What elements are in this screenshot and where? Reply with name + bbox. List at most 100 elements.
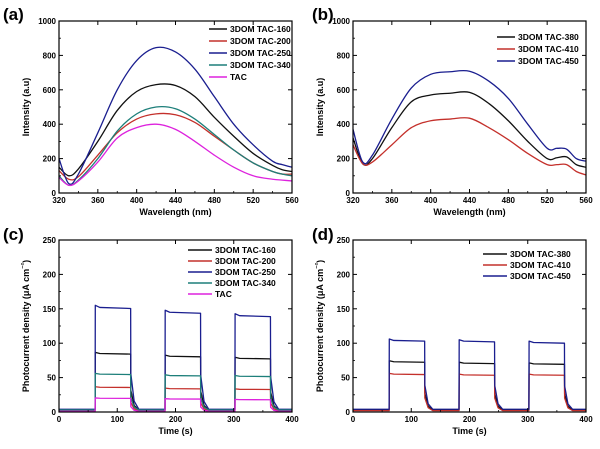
panel-a-legend: 3DOM TAC-160 3DOM TAC-200 3DOM TAC-250 3DOM… — [209, 24, 291, 82]
panel-c-ylabel: Photocurrent density (μA cm⁻²) — [21, 260, 31, 392]
panel-a-plot-area — [59, 46, 292, 187]
panel-b-ytick-label: 800 — [337, 51, 351, 60]
panel-b-series-3dom-tac-380 — [353, 91, 586, 168]
panel-b-ytick-label: 0 — [346, 189, 351, 198]
panel-c-series-3dom-tac-160 — [59, 351, 292, 411]
panel-d-legend-label: 3DOM TAC-410 — [510, 260, 571, 270]
panel-a-xtick-label: 400 — [130, 196, 144, 205]
panel-a-xlabel: Wavelength (nm) — [139, 207, 211, 217]
panel-a-xtick-label: 320 — [52, 196, 66, 205]
panel-a-legend-label: 3DOM TAC-200 — [230, 36, 291, 46]
panel-a-series-tac — [59, 123, 292, 187]
panel-b-xtick-label: 320 — [346, 196, 360, 205]
panel-c-ytick-label: 150 — [43, 305, 57, 314]
panel-c-xtick-label: 100 — [111, 415, 125, 424]
panel-b-legend-label: 3DOM TAC-380 — [518, 32, 579, 42]
panel-b-legend: 3DOM TAC-380 3DOM TAC-410 3DOM TAC-450 — [497, 32, 579, 66]
panel-b-xtick-label: 440 — [463, 196, 477, 205]
panel-c-legend-label: 3DOM TAC-250 — [215, 267, 276, 277]
panel-d-xtick-label: 0 — [351, 415, 356, 424]
panel-d-ytick-label: 50 — [341, 374, 350, 383]
panel-d-ylabel: Photocurrent density (μA cm⁻²) — [315, 260, 325, 392]
panel-a-ytick-label: 800 — [43, 51, 57, 60]
panel-b-ytick-label: 600 — [337, 86, 351, 95]
panel-d-ytick-label: 150 — [337, 305, 351, 314]
panel-a-ytick-label: 600 — [43, 86, 57, 95]
panel-c-ytick-label: 100 — [43, 339, 57, 348]
panel-b-ytick-label: 400 — [337, 120, 351, 129]
panel-a-legend-label: TAC — [230, 72, 247, 82]
panel-c-legend-label: 3DOM TAC-160 — [215, 245, 276, 255]
panel-a-xtick-label: 560 — [285, 196, 299, 205]
panel-b-ytick-label: 1000 — [332, 17, 350, 26]
panel-b-xtick-label: 400 — [424, 196, 438, 205]
panel-c-series-3dom-tac-340 — [59, 372, 292, 411]
panel-d: (d) 0 100 200 300 400 0 50 100 150 200 250 Time (s) P… — [312, 225, 593, 436]
panel-b-ytick-label: 200 — [337, 155, 351, 164]
panel-d-ytick-label: 250 — [337, 236, 351, 245]
panel-c-xtick-label: 400 — [285, 415, 299, 424]
panel-c-legend-label: 3DOM TAC-340 — [215, 278, 276, 288]
panel-c-ytick-label: 250 — [43, 236, 57, 245]
panel-a-legend-label: 3DOM TAC-160 — [230, 24, 291, 34]
panel-c-xtick-label: 300 — [227, 415, 241, 424]
panel-c-ytick-label: 200 — [43, 270, 57, 279]
panel-b-series-3dom-tac-450 — [353, 69, 586, 165]
panel-d-legend-label: 3DOM TAC-380 — [510, 249, 571, 259]
panel-d-ytick-label: 200 — [337, 270, 351, 279]
panel-c-label: (c) — [3, 225, 24, 244]
panel-d-legend-label: 3DOM TAC-450 — [510, 271, 571, 281]
panel-a-xtick-label: 360 — [91, 196, 105, 205]
panel-b-ylabel: Intensity (a.u) — [315, 78, 325, 137]
panel-b: (b) 320 360 400 440 480 520 560 0 200 400 600 800 100… — [312, 5, 593, 217]
panel-d-plot-area — [353, 338, 586, 412]
panel-c-plot-area — [59, 304, 292, 412]
panel-d-ytick-label: 0 — [346, 408, 351, 417]
panel-b-legend-label: 3DOM TAC-450 — [518, 56, 579, 66]
panel-d-xtick-label: 400 — [579, 415, 593, 424]
panel-b-label: (b) — [312, 5, 334, 24]
panel-c-xtick-label: 200 — [169, 415, 183, 424]
panel-a-series-3dom-tac-340 — [59, 105, 292, 187]
panel-d-xtick-label: 300 — [521, 415, 535, 424]
panel-c-legend-label: 3DOM TAC-200 — [215, 256, 276, 266]
panel-a-label: (a) — [3, 5, 24, 24]
panel-d-xtick-label: 200 — [463, 415, 477, 424]
panel-a-ytick-label: 400 — [43, 120, 57, 129]
panel-b-xtick-label: 520 — [540, 196, 554, 205]
panel-d-label: (d) — [312, 225, 334, 244]
panel-a-xtick-label: 440 — [169, 196, 183, 205]
panel-d-xtick-label: 100 — [405, 415, 419, 424]
panel-c: (c) 0 100 200 300 400 0 50 100 150 200 250 Time (s) P… — [3, 225, 299, 436]
panel-c-ytick-label: 0 — [52, 408, 57, 417]
panel-c-legend-label: TAC — [215, 289, 232, 299]
panel-a-legend-label: 3DOM TAC-250 — [230, 48, 291, 58]
panel-a-ytick-label: 0 — [52, 189, 57, 198]
panel-b-xlabel: Wavelength (nm) — [433, 207, 505, 217]
panel-a-xtick-label: 480 — [208, 196, 222, 205]
panel-b-series-3dom-tac-410 — [353, 117, 586, 176]
panel-b-xtick-label: 480 — [502, 196, 516, 205]
panel-d-series-3dom-tac-380 — [353, 360, 586, 411]
panel-a-xtick-label: 520 — [246, 196, 260, 205]
panel-a-series-3dom-tac-160 — [59, 83, 292, 177]
panel-a: (a) 320 360 400 440 480 520 560 0 200 400 600 800 100… — [3, 5, 299, 217]
panel-d-series-3dom-tac-450 — [353, 338, 586, 410]
panel-c-series-3dom-tac-250 — [59, 304, 292, 410]
panel-c-xtick-label: 0 — [57, 415, 62, 424]
panel-a-ytick-label: 1000 — [38, 17, 56, 26]
panel-a-legend-label: 3DOM TAC-340 — [230, 60, 291, 70]
panel-c-ytick-label: 50 — [47, 374, 56, 383]
panel-c-series-tac — [59, 397, 292, 412]
panel-c-xlabel: Time (s) — [158, 426, 192, 436]
panel-d-series-3dom-tac-410 — [353, 372, 586, 412]
panel-b-plot-area — [353, 69, 586, 176]
panel-d-ytick-label: 100 — [337, 339, 351, 348]
panel-a-ytick-label: 200 — [43, 155, 57, 164]
panel-d-xlabel: Time (s) — [452, 426, 486, 436]
panel-a-series-3dom-tac-250 — [59, 46, 292, 185]
panel-b-legend-label: 3DOM TAC-410 — [518, 44, 579, 54]
